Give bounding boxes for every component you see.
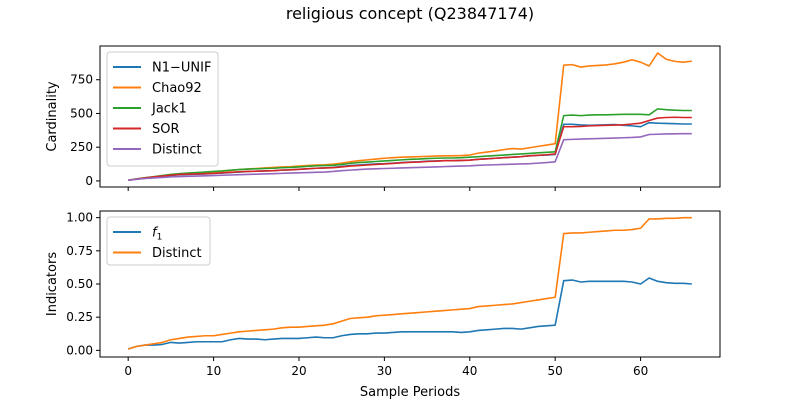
- y-axis-label: Indicators: [45, 252, 60, 316]
- y-tick-label: 0: [85, 174, 93, 188]
- legend-entry: Jack1: [151, 102, 187, 117]
- legend-entry: SOR: [152, 122, 180, 137]
- series-line-sor: [128, 116, 692, 182]
- x-tick-label: 10: [206, 364, 221, 378]
- legend-entry: f1: [152, 226, 162, 243]
- series-line-distinct: [127, 216, 692, 350]
- x-tick-label: 30: [377, 364, 392, 378]
- y-tick-label: 0.25: [66, 310, 93, 324]
- series-line-jack1: [128, 108, 692, 182]
- x-tick-label: 0: [124, 364, 132, 378]
- y-tick-label: 0.75: [66, 244, 93, 258]
- legend-entry: Distinct: [152, 143, 202, 158]
- x-tick-label: 20: [291, 364, 306, 378]
- y-tick-label: 0.50: [66, 277, 93, 291]
- legend: N1−UNIF Chao92 Jack1 SOR Distinct: [106, 51, 219, 167]
- indicators-axes: 0 10 20 30 40 50 60 0.00 0.25 0.50 0.75 1.00 Indicat…: [45, 210, 721, 378]
- y-tick-label: 1.00: [66, 211, 93, 225]
- series-line-f1: [127, 277, 692, 350]
- legend: f1 Distinct: [106, 216, 211, 266]
- series-line-distinct: [128, 132, 692, 182]
- legend-entry: N1−UNIF: [152, 61, 211, 76]
- legend-entry: Distinct: [152, 246, 202, 261]
- y-tick-label: 750: [70, 73, 93, 87]
- y-tick-label: 500: [70, 106, 93, 120]
- axes-frame: [99, 45, 721, 188]
- y-tick-label: 0.00: [66, 343, 93, 357]
- x-tick-label: 40: [462, 364, 477, 378]
- legend-entry: Chao92: [152, 81, 202, 96]
- y-tick-label: 250: [70, 140, 93, 154]
- x-tick-label: 60: [633, 364, 648, 378]
- y-axis-label: Cardinality: [45, 81, 60, 152]
- figure-title: religious concept (Q23847174): [286, 4, 534, 23]
- x-axis-label: Sample Periods: [360, 385, 460, 400]
- cardinality-axes: 0 250 500 750 Cardinality N1−UNIF Chao92 Jack1 S…: [45, 45, 721, 191]
- legend-frame: [106, 51, 219, 167]
- x-tick-label: 50: [548, 364, 563, 378]
